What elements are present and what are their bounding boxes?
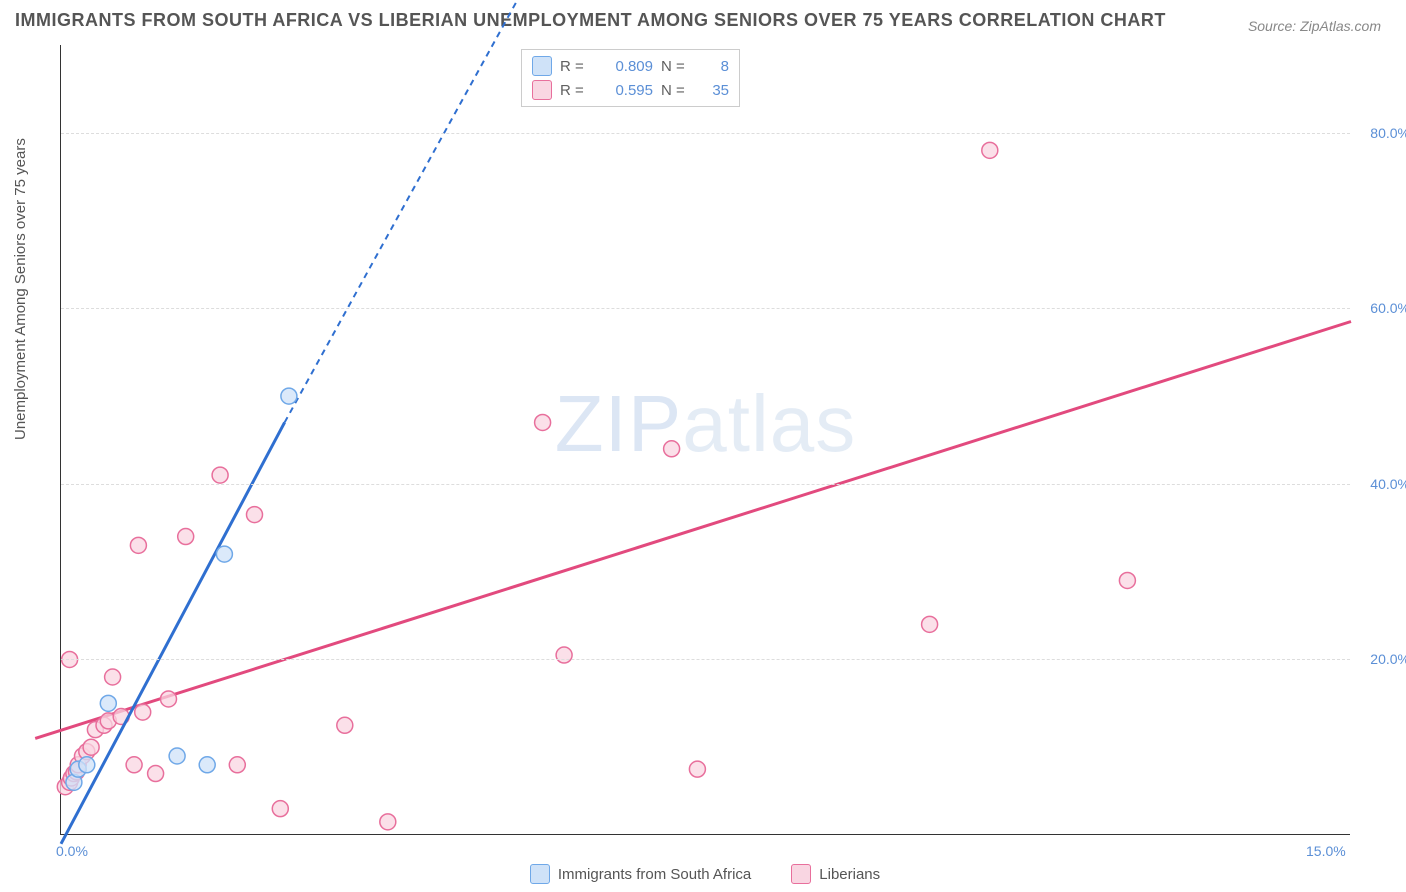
gridline: [61, 308, 1350, 309]
n-value: 35: [699, 82, 729, 99]
legend-row: R = 0.595 N = 35: [532, 78, 729, 102]
legend-item: Liberians: [791, 864, 880, 884]
n-value: 8: [699, 58, 729, 75]
y-tick-label: 80.0%: [1355, 125, 1406, 141]
legend-swatch: [532, 80, 552, 100]
data-point: [126, 757, 142, 773]
x-tick-label: 15.0%: [1306, 843, 1346, 859]
plot-area: ZIPatlas R =0.809N =8R =0.595N =35 20.0%…: [60, 45, 1350, 835]
n-label: N =: [661, 58, 691, 75]
legend-label: Liberians: [819, 866, 880, 883]
legend-swatch: [532, 56, 552, 76]
data-point: [247, 507, 263, 523]
data-point: [212, 467, 228, 483]
data-point: [178, 529, 194, 545]
data-point: [380, 814, 396, 830]
chart-svg: [61, 45, 1350, 834]
legend-item: Immigrants from South Africa: [530, 864, 751, 884]
data-point: [982, 142, 998, 158]
data-point: [556, 647, 572, 663]
data-point: [922, 616, 938, 632]
chart-title: IMMIGRANTS FROM SOUTH AFRICA VS LIBERIAN…: [15, 10, 1166, 31]
data-point: [272, 801, 288, 817]
y-tick-label: 20.0%: [1355, 651, 1406, 667]
correlation-legend: R = 0.809 N = 8 R = 0.595 N = 35: [521, 49, 740, 107]
data-point: [130, 537, 146, 553]
y-tick-label: 40.0%: [1355, 476, 1406, 492]
x-tick-label: 0.0%: [56, 843, 88, 859]
data-point: [281, 388, 297, 404]
data-point: [161, 691, 177, 707]
n-label: N =: [661, 82, 691, 99]
data-point: [216, 546, 232, 562]
legend-swatch: [530, 864, 550, 884]
gridline: [61, 484, 1350, 485]
series-legend: Immigrants from South Africa Liberians: [60, 864, 1350, 884]
trend-line: [35, 322, 1351, 739]
data-point: [100, 695, 116, 711]
r-label: R =: [560, 82, 590, 99]
data-point: [689, 761, 705, 777]
data-point: [337, 717, 353, 733]
legend-swatch: [791, 864, 811, 884]
data-point: [105, 669, 121, 685]
gridline: [61, 659, 1350, 660]
r-value: 0.809: [598, 58, 653, 75]
r-label: R =: [560, 58, 590, 75]
data-point: [83, 739, 99, 755]
legend-label: Immigrants from South Africa: [558, 866, 751, 883]
data-point: [135, 704, 151, 720]
data-point: [199, 757, 215, 773]
trend-line: [61, 422, 285, 843]
data-point: [1119, 572, 1135, 588]
data-point: [169, 748, 185, 764]
trend-line-extension: [285, 1, 517, 422]
gridline: [61, 133, 1350, 134]
legend-row: R = 0.809 N = 8: [532, 54, 729, 78]
y-tick-label: 60.0%: [1355, 300, 1406, 316]
r-value: 0.595: [598, 82, 653, 99]
data-point: [229, 757, 245, 773]
data-point: [535, 414, 551, 430]
data-point: [664, 441, 680, 457]
data-point: [148, 766, 164, 782]
source-attribution: Source: ZipAtlas.com: [1248, 18, 1381, 34]
data-point: [79, 757, 95, 773]
y-axis-title: Unemployment Among Seniors over 75 years: [12, 138, 29, 440]
